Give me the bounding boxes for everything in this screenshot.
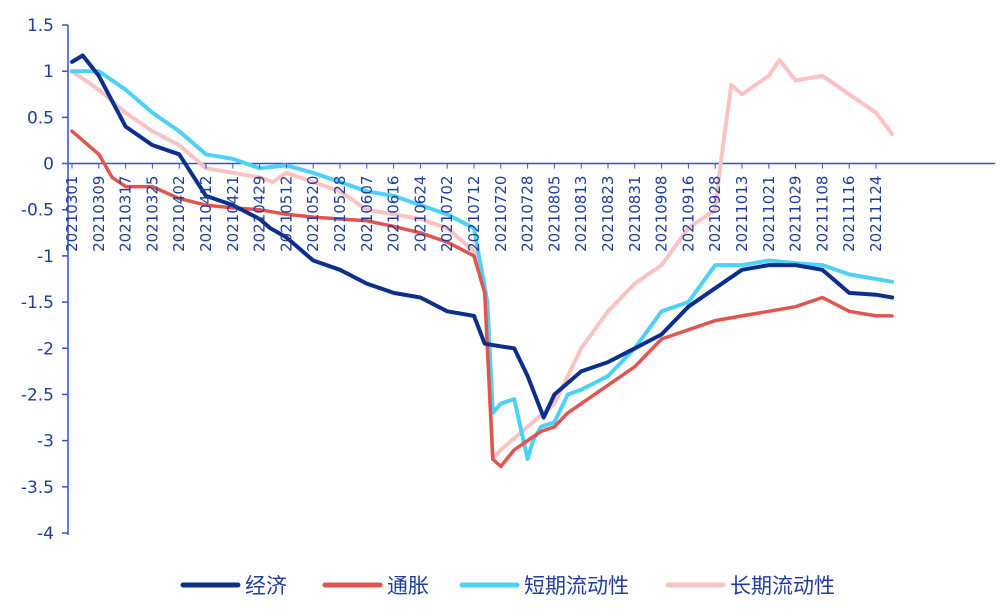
x-tick-label: 20210928: [706, 176, 724, 252]
x-tick-label: 20210823: [599, 176, 617, 252]
series-line-3: [70, 69, 895, 462]
legend-label-4: 长期流动性: [730, 574, 835, 598]
series-line-4: [70, 58, 895, 462]
legend-label-1: 经济: [245, 574, 287, 598]
x-tick-label: 20210429: [251, 176, 269, 252]
x-tick-label: 20211108: [813, 176, 831, 252]
x-tick-label: 20210728: [519, 176, 537, 252]
x-tick-label: 20211116: [840, 176, 858, 252]
x-tick-label: 20210301: [63, 176, 81, 252]
y-tick-label: 1: [43, 62, 54, 82]
x-tick-label: 20210813: [572, 176, 590, 252]
x-tick-label: 20211029: [787, 176, 805, 252]
x-tick-label: 20211124: [867, 176, 885, 252]
x-tick-label: 20210702: [438, 176, 456, 252]
y-tick-label: -3: [37, 432, 54, 452]
x-tick-label: 20210916: [679, 176, 697, 252]
x-axis-ticks: 20210301 20210309 20210317 20210325 20210402…: [63, 163, 885, 252]
y-tick-label: -1.5: [21, 293, 54, 313]
x-tick-label: 20210908: [653, 176, 671, 252]
x-tick-label: 20210624: [411, 176, 429, 252]
y-tick-label: -4: [37, 524, 54, 544]
y-tick-label: -2.5: [21, 385, 54, 405]
legend-label-2: 通胀: [387, 574, 429, 598]
x-tick-label: 20210528: [331, 176, 349, 252]
x-tick-label: 20210317: [117, 176, 135, 252]
y-tick-label: 0: [43, 155, 54, 175]
y-tick-label: -1: [37, 247, 54, 267]
legend: 经济 通胀 短期流动性 长期流动性: [180, 574, 835, 598]
series-line-2: [70, 129, 894, 469]
x-tick-label: 20210412: [197, 176, 215, 252]
x-tick-label: 20210712: [465, 176, 483, 252]
legend-label-3: 短期流动性: [524, 574, 629, 598]
axes: [67, 25, 995, 535]
series-line-1: [70, 53, 895, 420]
x-tick-label: 20210309: [90, 176, 108, 252]
y-tick-label: 1.5: [27, 16, 54, 36]
y-tick-label: 0.5: [27, 108, 54, 128]
y-tick-label: -0.5: [21, 201, 54, 221]
x-tick-label: 20211021: [760, 176, 778, 252]
x-tick-label: 20211013: [733, 176, 751, 252]
x-tick-label: 20210720: [492, 176, 510, 252]
x-tick-label: 20210325: [143, 176, 161, 252]
y-tick-label: -2: [37, 339, 54, 359]
x-tick-label: 20210805: [545, 176, 563, 252]
x-tick-label: 20210831: [626, 176, 644, 252]
x-tick-label: 20210512: [277, 176, 295, 252]
x-tick-label: 20210520: [304, 176, 322, 252]
x-tick-label: 20210402: [170, 176, 188, 252]
x-tick-label: 20210421: [224, 176, 242, 252]
x-tick-label: 20210607: [358, 176, 376, 252]
y-tick-label: -3.5: [21, 478, 54, 498]
x-tick-label: 20210616: [385, 176, 403, 252]
series-lines: [70, 53, 895, 469]
y-axis-ticks: 1.5 1 0.5 0 -0.5 -1 -1.5 -2 -2.5 -3 -3.5 -4: [21, 16, 68, 544]
